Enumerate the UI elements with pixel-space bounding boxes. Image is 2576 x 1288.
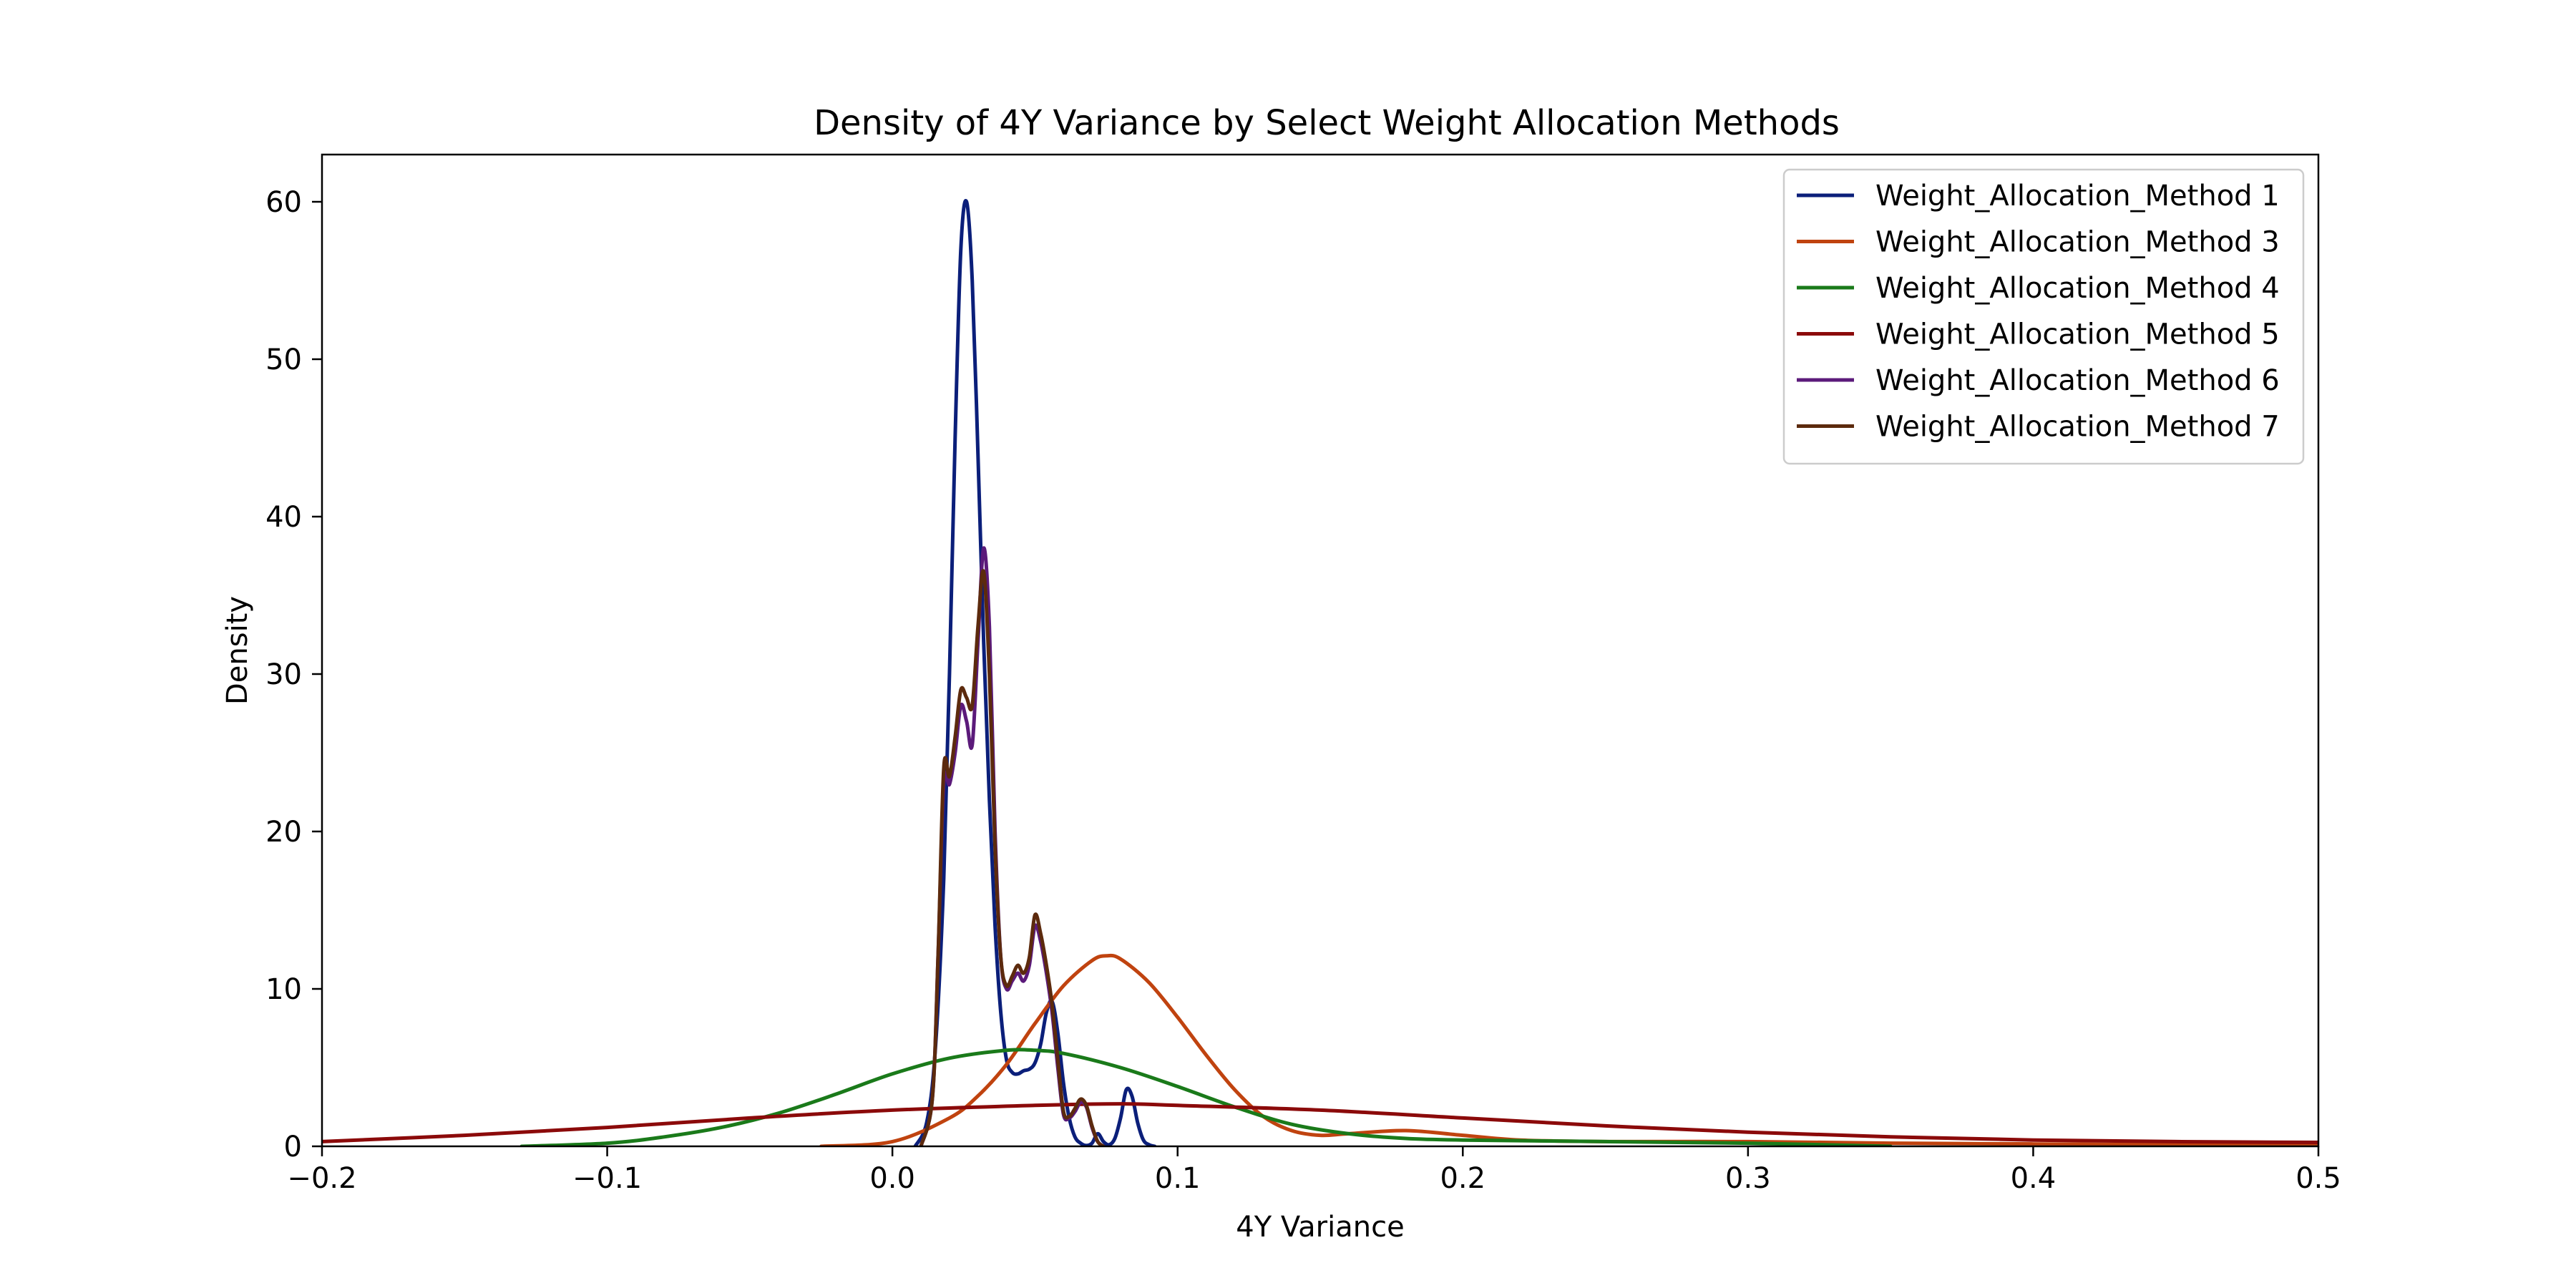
plot-frame (321, 153, 2320, 1148)
y-tick-label: 30 (265, 658, 302, 691)
series-line-2 (819, 953, 2318, 1146)
series-line-3 (519, 1048, 1893, 1146)
x-axis-label: 4Y Variance (1236, 1211, 1404, 1244)
legend-label-4: Weight_Allocation_Method 5 (1875, 318, 2280, 351)
y-tick-label: 60 (265, 186, 302, 219)
series-line-4 (322, 1102, 2318, 1144)
chart-title: Density of 4Y Variance by Select Weight … (814, 103, 1840, 143)
y-tick-label: 20 (265, 816, 302, 849)
x-tick-label: 0.0 (869, 1162, 915, 1195)
legend-label-1: Weight_Allocation_Method 1 (1875, 180, 2280, 213)
y-tick-label: 40 (265, 501, 302, 534)
legend-label-3: Weight_Allocation_Method 4 (1875, 272, 2280, 305)
y-axis-label: Density (221, 596, 254, 705)
legend-box (1782, 168, 2305, 465)
legend: Weight_Allocation_Method 1 Weight_Allocat… (1782, 168, 2305, 465)
series-line-6 (919, 569, 1106, 1146)
legend-label-5: Weight_Allocation_Method 6 (1875, 364, 2280, 397)
x-tick-label: 0.5 (2296, 1162, 2341, 1195)
x-tick-label: 0.2 (1440, 1162, 1485, 1195)
x-tick-label: 0.3 (1725, 1162, 1771, 1195)
series-line-1 (913, 199, 1157, 1146)
plot-series (322, 199, 2318, 1146)
x-tick-label: 0.1 (1155, 1162, 1201, 1195)
x-axis: −0.2 −0.1 0.0 0.1 0.2 0.3 0.4 0.5 (287, 1146, 2341, 1195)
legend-label-2: Weight_Allocation_Method 3 (1875, 226, 2280, 259)
x-tick-label: 0.4 (2011, 1162, 2057, 1195)
y-tick-label: 50 (265, 343, 302, 376)
legend-label-6: Weight_Allocation_Method 7 (1875, 411, 2280, 444)
x-tick-label: −0.1 (572, 1162, 642, 1195)
x-tick-label: −0.2 (287, 1162, 356, 1195)
y-tick-label: 10 (265, 973, 302, 1006)
y-axis: 0 10 20 30 40 50 60 (265, 186, 322, 1163)
y-tick-label: 0 (284, 1131, 302, 1163)
